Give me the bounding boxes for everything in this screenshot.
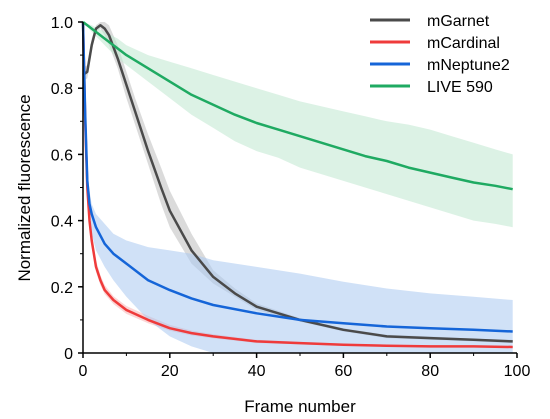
series-lines	[81, 21, 513, 349]
x-ticks: 0 20 40 60 80 100	[79, 353, 531, 380]
x-tick-label: 40	[248, 363, 266, 380]
y-tick-label: 0.8	[51, 81, 73, 98]
x-tick-label: 0	[79, 363, 88, 380]
x-tick-label: 60	[335, 363, 353, 380]
legend: mGarnet mCardinal mNeptune2 LIVE 590	[370, 13, 510, 96]
y-ticks: 0 0.2 0.4 0.6 0.8 1.0	[51, 15, 83, 363]
legend-label-mgarnet: mGarnet	[427, 13, 490, 30]
y-tick-label: 0.6	[51, 147, 73, 164]
mcardinal-line	[81, 21, 513, 349]
y-tick-label: 0	[64, 346, 73, 363]
x-tick-label: 20	[161, 363, 179, 380]
legend-label-live-590: LIVE 590	[427, 79, 493, 96]
mgarnet-line	[82, 24, 513, 343]
legend-label-mneptune2: mNeptune2	[427, 57, 510, 74]
x-tick-label: 80	[421, 363, 439, 380]
mneptune2-line	[81, 21, 513, 333]
y-tick-label: 0.2	[51, 280, 73, 297]
x-tick-label: 100	[504, 363, 531, 380]
live-590-line	[82, 21, 513, 191]
live-590-band	[83, 22, 513, 228]
y-axis-title: Normalized fluorescence	[15, 94, 34, 281]
x-axis-title: Frame number	[244, 397, 356, 416]
y-tick-label: 0.4	[51, 214, 73, 231]
legend-label-mcardinal: mCardinal	[427, 35, 500, 52]
y-tick-label: 1.0	[51, 15, 73, 32]
mneptune2-band	[83, 22, 513, 353]
confidence-bands	[83, 22, 513, 353]
